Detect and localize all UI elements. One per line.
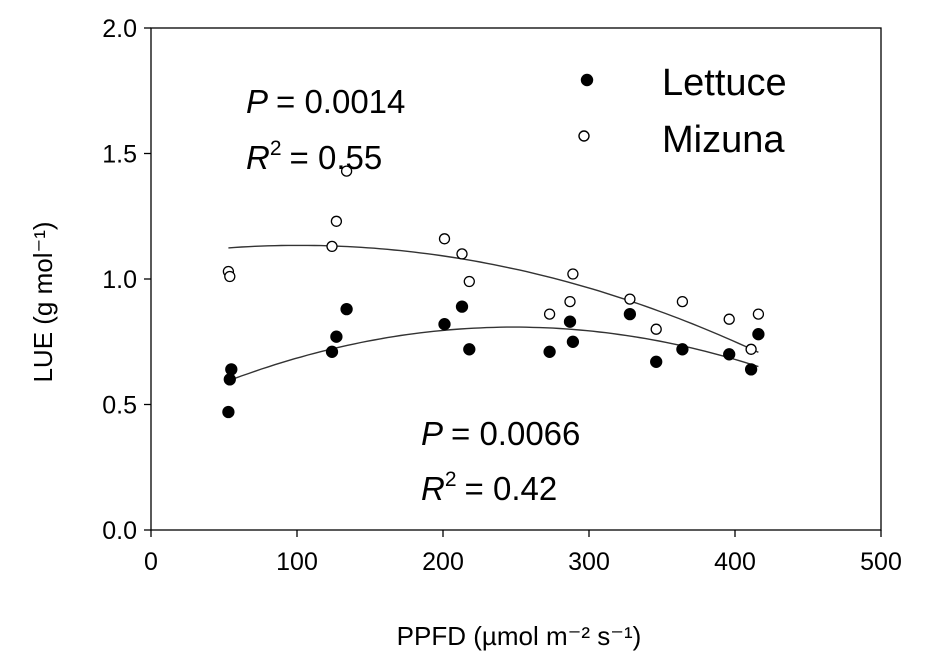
annotation-lettuce-r-value: = 0.42 [465, 470, 558, 507]
data-point-mizuna [224, 270, 236, 283]
annotation-lettuce: P = 0.0066 R2 = 0.42 [421, 415, 580, 507]
annotation-lettuce-p: P = 0.0066 [421, 415, 580, 452]
annotation-mizuna-r-value: = 0.55 [290, 139, 383, 176]
data-point-lettuce [222, 405, 235, 419]
annotation-lettuce-r-label: R [421, 470, 445, 507]
annotation-lettuce-r2: R2 = 0.42 [421, 468, 557, 507]
x-tick-label: 0 [144, 548, 158, 576]
data-point-mizuna [745, 343, 757, 355]
annotation-mizuna-p: P = 0.0014 [246, 83, 405, 120]
annotation-mizuna-p-value: = 0.0014 [276, 83, 405, 120]
data-point-mizuna [438, 233, 451, 245]
data-point-lettuce [676, 343, 689, 356]
annotation-mizuna-r-label: R [246, 139, 270, 176]
y-axis-title: LUE (g mol⁻¹) [28, 221, 58, 382]
annotation-mizuna-r-sup: 2 [270, 137, 282, 160]
data-point-lettuce [744, 363, 758, 376]
fit-curve-lettuce [228, 326, 759, 382]
x-tick-label: 300 [568, 548, 610, 576]
annotation-lettuce-r-sup: 2 [445, 468, 457, 491]
data-point-lettuce [225, 363, 238, 376]
legend-label-lettuce: Lettuce [662, 62, 787, 104]
x-tick-label: 200 [422, 548, 464, 576]
data-point-lettuce [438, 318, 451, 331]
annotation-mizuna: P = 0.0014 R2 = 0.55 [246, 83, 405, 176]
data-point-lettuce [650, 355, 663, 368]
data-point-lettuce [340, 302, 353, 316]
annotation-lettuce-p-value: = 0.0066 [451, 415, 580, 452]
data-point-mizuna [567, 268, 579, 280]
data-point-lettuce [723, 348, 736, 361]
x-tick-label: 400 [714, 548, 756, 576]
data-point-mizuna [463, 275, 475, 288]
data-point-mizuna [650, 323, 662, 335]
data-point-mizuna [723, 313, 735, 325]
data-points [222, 165, 765, 419]
data-point-lettuce [330, 330, 343, 343]
data-point-mizuna [543, 308, 556, 320]
y-tick-label: 2.0 [102, 15, 137, 43]
y-tick-label: 1.0 [102, 266, 137, 294]
data-point-mizuna [340, 165, 353, 177]
fit-curves [228, 244, 759, 382]
data-point-mizuna [564, 295, 576, 308]
legend-label-mizuna: Mizuna [662, 119, 785, 161]
data-point-mizuna [326, 240, 338, 253]
data-point-mizuna [676, 295, 689, 308]
y-tick-label: 0.0 [102, 517, 137, 545]
annotation-lettuce-p-label: P [421, 415, 443, 452]
data-point-lettuce [623, 307, 637, 321]
legend-marker-lettuce [580, 73, 594, 87]
legend-marker-mizuna [578, 130, 590, 142]
data-point-lettuce [325, 345, 339, 358]
data-point-mizuna [330, 215, 343, 227]
data-point-lettuce [563, 315, 577, 328]
y-tick-label: 1.5 [102, 141, 137, 169]
axes: 0 100 200 300 400 500 0.0 0.5 1.0 1.5 2.0 [102, 15, 902, 576]
data-point-lettuce [463, 343, 476, 356]
fit-curve-mizuna [228, 244, 759, 353]
annotation-mizuna-p-label: P [246, 83, 268, 120]
data-point-mizuna [624, 293, 636, 305]
legend: Lettuce Mizuna [578, 62, 787, 161]
y-tick-label: 0.5 [102, 392, 137, 420]
data-point-lettuce [455, 300, 469, 313]
data-point-mizuna [456, 248, 468, 260]
annotation-mizuna-r2: R2 = 0.55 [246, 137, 382, 176]
data-point-lettuce [223, 373, 236, 386]
data-point-lettuce [752, 328, 765, 341]
x-axis-title: PPFD (µmol m⁻² s⁻¹) [397, 621, 642, 651]
data-point-lettuce [566, 335, 580, 348]
x-tick-label: 100 [276, 548, 318, 576]
data-point-lettuce [543, 345, 556, 358]
data-point-mizuna [752, 308, 765, 320]
x-tick-label: 500 [860, 548, 902, 576]
